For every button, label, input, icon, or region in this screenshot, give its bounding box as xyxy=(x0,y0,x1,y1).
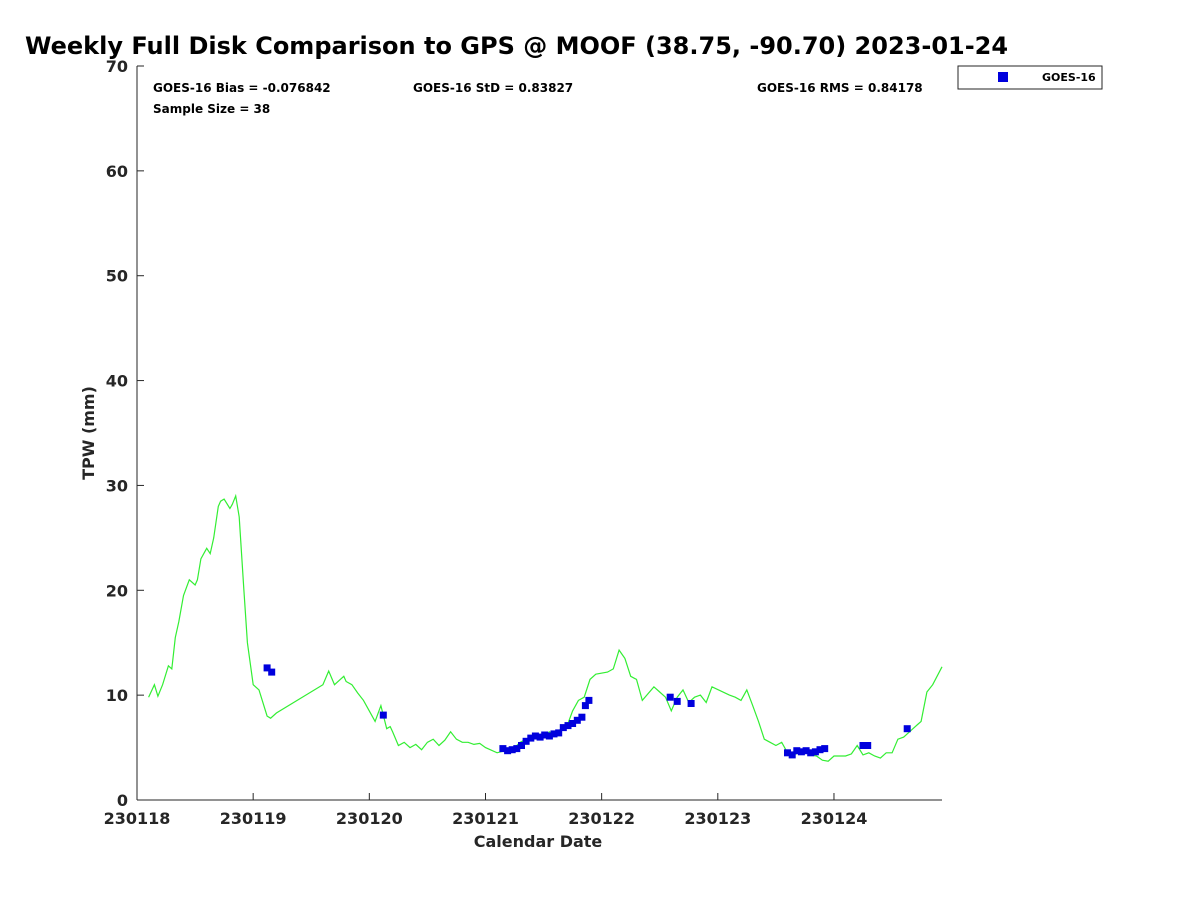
legend-box xyxy=(957,65,1103,90)
x-tick-label: 230118 xyxy=(104,809,171,828)
y-tick-label: 50 xyxy=(106,267,128,286)
plot-area: 0 10 20 30 40 50 60 70 230118 230119 230120 230121 2… xyxy=(104,57,943,828)
legend-marker-goes16 xyxy=(998,72,1008,82)
goes16-point xyxy=(555,729,563,737)
goes16-point xyxy=(666,693,674,701)
goes16-point xyxy=(793,747,801,755)
goes16-point xyxy=(802,747,810,755)
goes16-point xyxy=(513,745,521,753)
y-tick-label: 10 xyxy=(106,686,128,705)
goes16-point xyxy=(581,702,589,710)
x-tick-label: 230120 xyxy=(336,809,403,828)
goes16-point xyxy=(504,747,512,755)
goes16-point xyxy=(816,746,824,754)
y-tick-label: 70 xyxy=(106,57,128,76)
x-tick-label: 230122 xyxy=(568,809,635,828)
x-tick-label: 230124 xyxy=(801,809,868,828)
goes16-point xyxy=(541,731,549,739)
goes16-point xyxy=(673,697,681,705)
goes16-point xyxy=(263,664,271,672)
goes16-point xyxy=(573,716,581,724)
y-tick-label: 20 xyxy=(106,581,128,600)
goes-points-layer xyxy=(263,664,911,759)
goes16-point xyxy=(522,737,530,745)
y-tick-label: 30 xyxy=(106,476,128,495)
goes16-point xyxy=(821,745,829,753)
goes16-point xyxy=(518,742,525,749)
ticks: 0 10 20 30 40 50 60 70 230118 230119 230120 230121 2… xyxy=(104,57,868,828)
goes16-point xyxy=(784,749,791,757)
goes16-point xyxy=(379,711,387,719)
goes16-point xyxy=(569,720,577,727)
x-tick-label: 230123 xyxy=(684,809,751,828)
goes16-point xyxy=(807,749,815,757)
legend: GOES-16 xyxy=(957,65,1103,90)
goes16-point xyxy=(545,732,553,740)
y-tick-label: 0 xyxy=(117,791,128,810)
legend-label-goes16: GOES-16 xyxy=(1042,71,1096,84)
goes16-point xyxy=(585,696,593,704)
goes16-point xyxy=(864,742,872,749)
goes16-point xyxy=(788,751,796,759)
x-axis-label: Calendar Date xyxy=(474,832,603,851)
stat-bias: GOES-16 Bias = -0.076842 xyxy=(153,81,331,95)
y-tick-label: 60 xyxy=(106,162,128,181)
goes16-point xyxy=(536,733,544,741)
goes16-point xyxy=(687,700,695,707)
goes16-point xyxy=(564,722,572,730)
plot-background xyxy=(137,66,942,800)
stat-sample-size: Sample Size = 38 xyxy=(153,102,270,116)
stat-rms: GOES-16 RMS = 0.84178 xyxy=(757,81,923,95)
goes16-point xyxy=(508,746,516,754)
goes16-point xyxy=(578,713,586,721)
goes16-point xyxy=(527,734,535,742)
x-tick-label: 230119 xyxy=(220,809,287,828)
y-axis-label: TPW (mm) xyxy=(79,386,98,480)
goes16-point xyxy=(903,725,911,733)
x-tick-label: 230121 xyxy=(452,809,519,828)
chart-title: Weekly Full Disk Comparison to GPS @ MOO… xyxy=(25,32,1008,60)
goes16-point xyxy=(859,742,867,749)
goes16-point xyxy=(797,748,805,756)
goes16-point xyxy=(499,745,507,753)
goes16-point xyxy=(811,748,819,756)
y-tick-label: 40 xyxy=(106,372,128,391)
stat-std: GOES-16 StD = 0.83827 xyxy=(413,81,573,95)
goes16-point xyxy=(531,732,539,740)
goes16-point xyxy=(559,724,567,732)
goes16-point xyxy=(550,730,558,738)
goes16-point xyxy=(268,668,276,676)
